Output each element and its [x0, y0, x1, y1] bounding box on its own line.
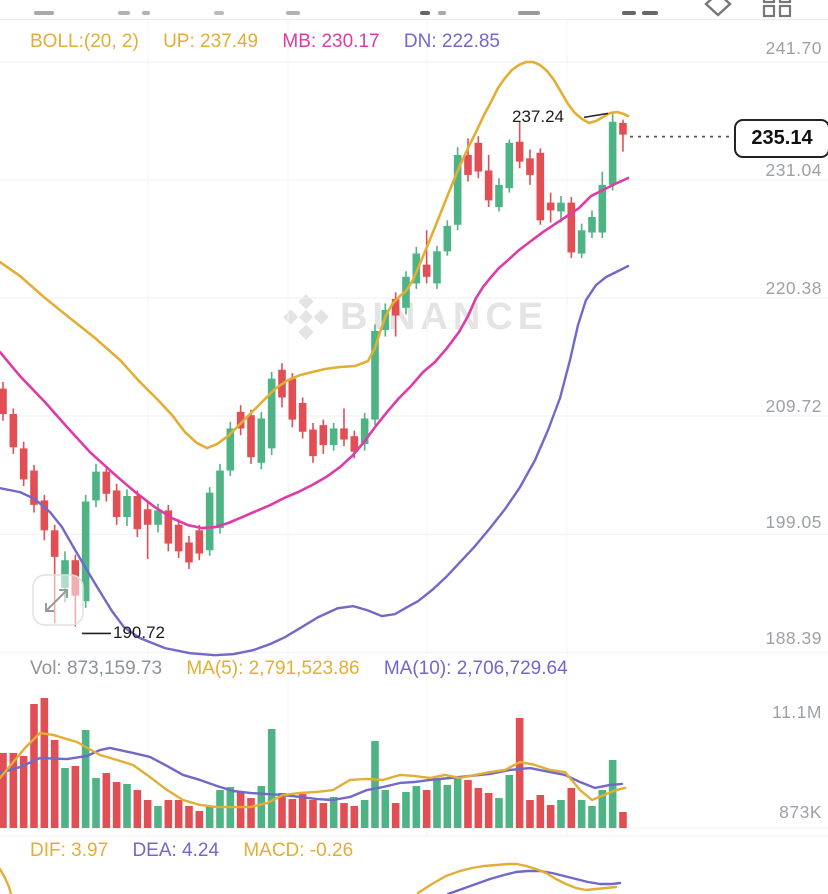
macd-dea-value: DEA: 4.24 [132, 840, 220, 861]
watermark-text: BINANCE [340, 295, 549, 338]
toolbar-remnant [438, 11, 446, 15]
binance-watermark: BINANCE [281, 293, 548, 341]
candlesticks [0, 111, 627, 627]
boll-dn-value: DN: 222.85 [403, 31, 500, 52]
volume-tick-label: 11.1M [772, 702, 822, 722]
diamond-icon[interactable] [702, 0, 734, 19]
toolbar-remnant [286, 11, 300, 15]
zoom-gesture-overlay[interactable] [32, 574, 84, 626]
macd-dif-value: DIF: 3.97 [30, 840, 109, 861]
price-tick-label: 209.72 [765, 396, 822, 416]
volume-value: Vol: 873,159.73 [30, 658, 163, 679]
volume-ma10-value: MA(10): 2,706,729.64 [383, 658, 568, 679]
top-toolbar[interactable] [0, 0, 828, 20]
macd-indicator-row[interactable]: DIF: 3.97 DEA: 4.24 MACD: -0.26 [30, 840, 372, 862]
volume-ma5-value: MA(5): 2,791,523.86 [186, 658, 360, 679]
toolbar-remnant [642, 11, 658, 15]
low-price-marker: 190.72 [113, 623, 165, 643]
last-price-value: 235.14 [751, 127, 813, 150]
price-tick-label: 220.38 [765, 278, 822, 298]
last-price-tag[interactable]: 235.14 [734, 119, 828, 159]
price-markers [82, 112, 734, 635]
toolbar-remnant [518, 11, 540, 15]
boll-mb-value: MB: 230.17 [282, 31, 380, 52]
macd-lines [0, 862, 622, 894]
toolbar-remnant [142, 11, 150, 15]
price-tick-label: 188.39 [765, 628, 822, 648]
volume-ma-lines [0, 731, 627, 809]
boll-lines [0, 60, 630, 657]
price-tick-label: 231.04 [765, 160, 822, 180]
toolbar-remnant [622, 11, 636, 15]
high-price-marker: 237.24 [512, 107, 564, 127]
price-tick-label: 241.70 [765, 38, 822, 58]
volume-tick-label: 873K [779, 802, 822, 822]
grid-icon[interactable] [761, 0, 793, 19]
toolbar-remnant [118, 11, 130, 15]
boll-up-value: UP: 237.49 [163, 31, 259, 52]
price-tick-label: 199.05 [765, 512, 822, 532]
toolbar-remnant [34, 11, 54, 15]
boll-params-label: BOLL:(20, 2) [30, 31, 139, 52]
volume-indicator-row[interactable]: Vol: 873,159.73 MA(5): 2,791,523.86 MA(1… [30, 658, 587, 680]
volume-bars [0, 697, 627, 828]
toolbar-remnant [420, 11, 430, 15]
boll-indicator-row[interactable]: BOLL:(20, 2) UP: 237.49 MB: 230.17 DN: 2… [30, 31, 519, 53]
macd-value: MACD: -0.26 [243, 840, 354, 861]
toolbar-remnant [214, 11, 224, 15]
